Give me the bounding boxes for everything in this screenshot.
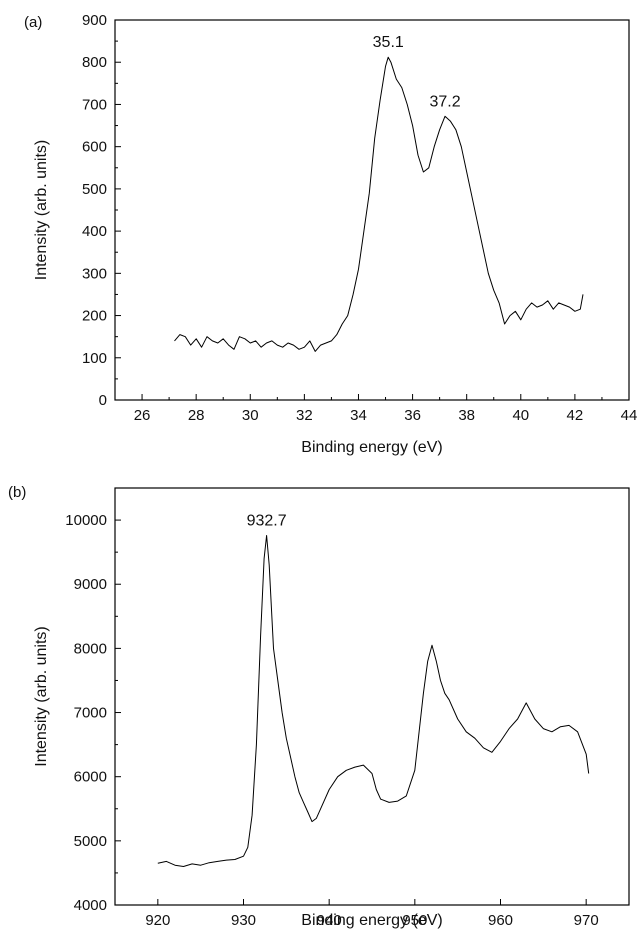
x-tick-label: 920 bbox=[145, 912, 170, 929]
x-tick-label: 44 bbox=[621, 407, 638, 424]
x-tick-label: 42 bbox=[567, 407, 584, 424]
plot-frame bbox=[114, 487, 630, 906]
y-axis-label: Intensity (arb. units) bbox=[33, 626, 50, 767]
chart-panel-a: 26 28 30 32 34 36 38 40 42 44 0 100 200 300 400 500 600 7… bbox=[24, 12, 637, 456]
peak-label: 35.1 bbox=[373, 34, 404, 51]
y-tick-label: 5000 bbox=[74, 833, 107, 850]
x-tick-label: 960 bbox=[488, 912, 513, 929]
y-axis-label: Intensity (arb. units) bbox=[33, 140, 50, 281]
x-tick-label: 34 bbox=[350, 407, 367, 424]
x-axis-label: Binding energy (eV) bbox=[301, 912, 442, 929]
x-tick-label: 970 bbox=[574, 912, 599, 929]
x-tick-label: 950 bbox=[402, 912, 427, 929]
x-tick-label: 26 bbox=[134, 407, 151, 424]
y-tick-label: 600 bbox=[82, 139, 107, 156]
y-tick-label: 900 bbox=[82, 12, 107, 29]
y-tick-label: 7000 bbox=[74, 705, 107, 722]
y-tick-label: 700 bbox=[82, 96, 107, 113]
x-tick-label: 30 bbox=[242, 407, 259, 424]
y-tick-label: 8000 bbox=[74, 640, 107, 657]
x-tick-label: 38 bbox=[458, 407, 475, 424]
y-tick-label: 10000 bbox=[65, 512, 107, 529]
peak-label: 932.7 bbox=[247, 512, 287, 529]
chart-panel-b: 920 930 940 950 960 970 4000 5000 6000 7000 8000 90… bbox=[8, 484, 630, 929]
x-tick-label: 930 bbox=[231, 912, 256, 929]
y-tick-label: 500 bbox=[82, 181, 107, 198]
x-tick-label: 940 bbox=[317, 912, 342, 929]
y-tick-label: 9000 bbox=[74, 576, 107, 593]
y-tick-label: 0 bbox=[99, 392, 107, 409]
series-line-0 bbox=[157, 535, 590, 867]
y-tick-label: 200 bbox=[82, 308, 107, 325]
y-tick-label: 4000 bbox=[74, 897, 107, 914]
y-tick-label: 100 bbox=[82, 350, 107, 367]
y-tick-label: 6000 bbox=[74, 769, 107, 786]
x-axis-label: Binding energy (eV) bbox=[301, 439, 442, 456]
panel-label: (b) bbox=[8, 484, 26, 501]
x-tick-label: 28 bbox=[188, 407, 205, 424]
y-tick-label: 400 bbox=[82, 223, 107, 240]
x-tick-label: 40 bbox=[512, 407, 529, 424]
x-tick-label: 36 bbox=[404, 407, 421, 424]
x-tick-label: 32 bbox=[296, 407, 313, 424]
series-line-0 bbox=[174, 56, 584, 352]
peak-label: 37.2 bbox=[429, 93, 460, 110]
y-tick-label: 300 bbox=[82, 265, 107, 282]
y-tick-label: 800 bbox=[82, 54, 107, 71]
panel-label: (a) bbox=[24, 14, 42, 31]
